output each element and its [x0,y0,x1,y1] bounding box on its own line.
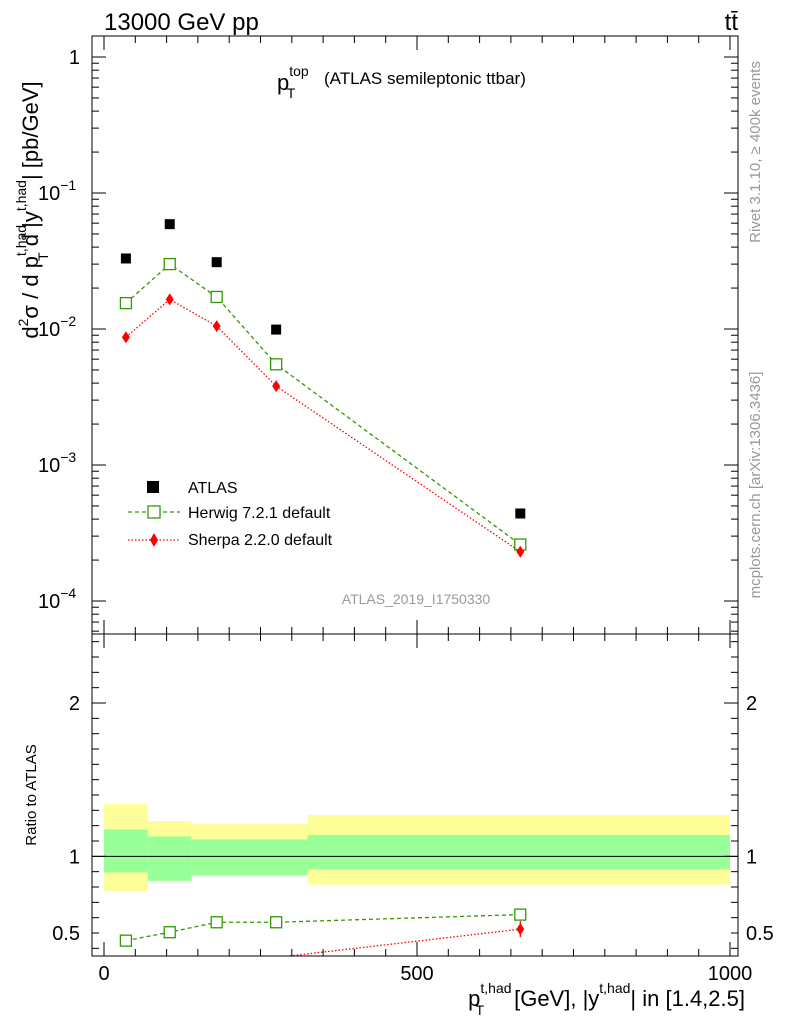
plot-title-sup: top [289,63,309,79]
ratio-tick-labels: 2 2 1 1 0.5 0.5 0 500 1000 [52,693,774,985]
plot-title: ptop T [277,63,309,101]
atlas-data-point [515,508,526,519]
x-axis-label: pt,had T [GeV], |yt,had| in [1.4,2.5] [468,980,745,1018]
x-axis-label-sup2: t,had [599,980,630,996]
x-tick-label: 0 [98,963,109,985]
x-axis-label-p: p [468,986,480,1011]
analysis-watermark: ATLAS_2019_I1750330 [342,591,491,607]
ratio-sherpa-point [516,923,525,936]
ratio-y-tick-label-left: 2 [69,693,80,715]
x-tick-label: 1000 [708,963,753,985]
main-line-sherpa [125,298,521,553]
main-y-tick-label: 10−3 [38,449,76,477]
legend-sherpa-marker [150,533,158,547]
ratio-y-tick-label-right: 0.5 [746,923,774,945]
main-y-tick-label: 10−2 [38,313,76,341]
ratio-y-tick-label-right: 2 [746,693,757,715]
x-tick-label: 500 [400,963,433,985]
herwig-point [163,257,176,271]
herwig-point [119,296,133,310]
ratio-herwig-point [514,908,527,921]
atlas-data-point [271,324,282,335]
x-axis-label-sub: T [476,1002,485,1018]
main-y-ticks [92,36,738,634]
ratio-y-tick-label-right: 1 [746,846,757,868]
main-line-herwig [125,263,521,546]
plot-title-sub: T [287,85,296,101]
legend-sherpa-label: Sherpa 2.2.0 default [188,532,333,549]
ratio-y-axis-label: Ratio to ATLAS [23,744,40,845]
ratio-panel: 2 21 10.5 0.50 500 1000 Ratio to ATLAS pt,had… [23,633,774,1018]
atlas-data-point [211,257,222,268]
x-axis-label-end: | in [1.4,2.5] [630,986,745,1011]
legend-herwig-marker [147,505,161,519]
sherpa-point [212,320,221,333]
main-y-tick-labels: 1 10−1 10−2 10−3 10−4 [38,47,80,613]
sherpa-point [121,331,130,344]
legend: ATLAS Herwig 7.2.1 default Sherpa 2.2.0 … [128,480,333,549]
ratio-line-herwig [125,913,521,942]
main-y-tick-label: 10−4 [38,585,76,613]
mcplots-label: mcplots.cern.ch [arXiv:1306.3436] [747,372,764,599]
ratio-herwig-point [119,934,133,947]
sherpa-point [165,293,174,306]
legend-herwig-label: Herwig 7.2.1 default [188,505,331,522]
main-series [119,219,527,558]
ratio-bands [104,804,730,891]
ratio-series-clipped [119,908,527,956]
ratio-series [119,908,527,956]
ratio-band-inner [191,839,308,876]
x-axis-label-mid: [GeV], |y [514,986,599,1011]
process-label: tt̄ [725,9,739,36]
ratio-y-tick-label-left: 0.5 [52,923,80,945]
legend-atlas-marker [147,481,159,493]
herwig-point [269,358,283,371]
main-y-tick-label: 10−1 [38,177,76,205]
main-y-axis-label: d2σ / d pt,hadT d |yt,had| [pb/GeV] [13,81,51,338]
legend-atlas-label: ATLAS [188,480,238,497]
energy-label: 13000 GeV pp [104,9,259,36]
rivet-version-label: Rivet 3.1.10, ≥ 400k events [747,61,764,243]
ratio-band-inner [147,836,192,881]
ratio-herwig-point [163,926,176,939]
sherpa-point [516,545,525,558]
ratio-herwig-point [210,916,223,929]
atlas-data-point [120,253,131,264]
sherpa-point [272,380,281,393]
plot-title-p: p [277,70,289,95]
ratio-ticks [92,634,738,956]
x-axis-label-sup: t,had [480,980,511,996]
ratio-y-tick-label-left: 1 [69,846,80,868]
svg-text:d2σ / d pt,hadT d |yt,had| [pb: d2σ / d pt,hadT d |yt,had| [pb/GeV] [13,81,51,338]
atlas-data-point [164,219,175,230]
herwig-point [210,290,223,304]
ratio-frame [91,633,739,957]
main-y-tick-label: 1 [69,47,80,69]
main-panel: 1 10−1 10−2 10−3 10−4 ptop T (ATLAS semilepto… [13,35,739,635]
plot-title-rest: (ATLAS semileptonic ttbar) [324,69,526,88]
ratio-band-inner [307,834,730,870]
ratio-herwig-point [269,916,283,929]
ratio-band-inner [104,829,148,873]
